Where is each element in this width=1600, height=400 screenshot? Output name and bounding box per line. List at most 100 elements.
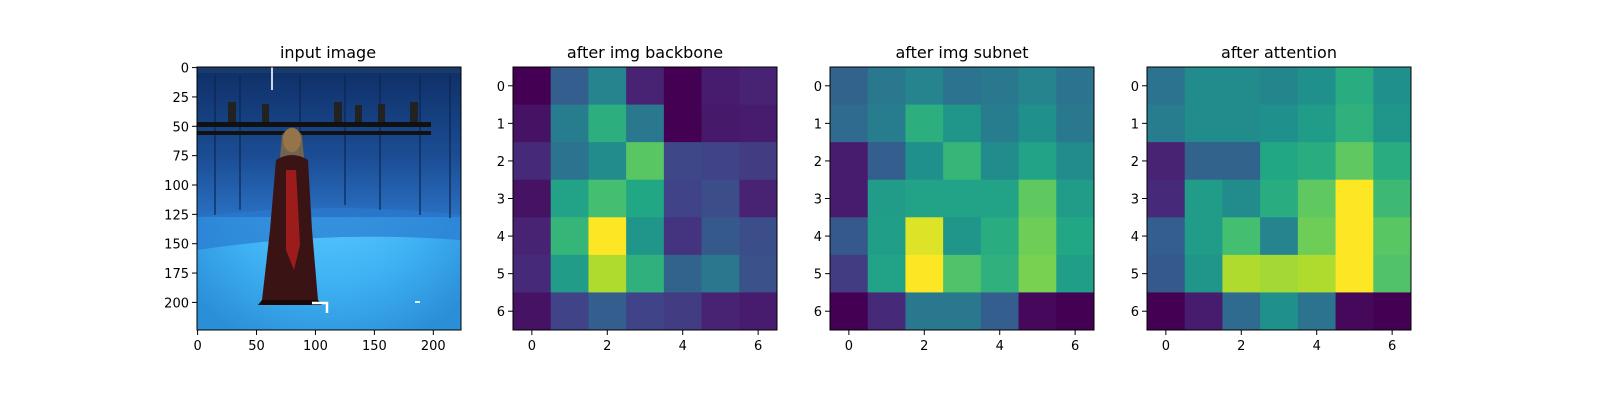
heatmap-cell xyxy=(550,104,589,143)
heatmap-cell xyxy=(739,254,778,293)
heatmap-cell xyxy=(550,179,589,218)
heatmap-cell xyxy=(663,67,703,106)
heatmap-cell xyxy=(1147,217,1186,256)
heatmap-cell xyxy=(513,254,552,293)
heatmap-cell xyxy=(1373,67,1412,106)
x-tick-label: 100 xyxy=(303,339,328,354)
y-tick-label: 0 xyxy=(814,80,822,95)
heatmap-cell xyxy=(663,254,703,293)
y-tick-label: 1 xyxy=(814,117,822,132)
heatmap-cell xyxy=(626,104,665,143)
heatmap-cell xyxy=(588,179,627,218)
heatmap-cell xyxy=(588,104,627,143)
x-tick-label: 4 xyxy=(679,339,687,354)
y-tick-label: 125 xyxy=(164,208,189,223)
heatmap-cell xyxy=(663,217,703,256)
y-tick-label: 5 xyxy=(497,268,505,283)
heatmap-cells xyxy=(513,67,778,331)
heatmap-cell xyxy=(867,142,906,181)
heatmap-cell xyxy=(701,254,740,293)
heatmap-cell xyxy=(830,179,869,218)
heatmap-cell xyxy=(1260,217,1299,256)
heatmap-cell xyxy=(701,292,740,331)
x-tick-label: 200 xyxy=(421,339,446,354)
heatmap-cell xyxy=(1147,142,1186,181)
heatmap-cell xyxy=(1335,142,1374,181)
heatmap-cell xyxy=(1184,179,1223,218)
y-tick-label: 3 xyxy=(1131,193,1139,208)
heatmap-cell xyxy=(943,179,982,218)
y-tick-label: 150 xyxy=(164,238,189,253)
heatmap-cell xyxy=(513,292,552,331)
heatmap-cell xyxy=(1335,292,1374,331)
axis-ticks: 0 50 100 150 200 0 25 50 75 100 125 150 175 200 xyxy=(164,62,446,354)
heatmap-cell xyxy=(739,142,778,181)
heatmap-cell xyxy=(867,67,906,106)
heatmap-cell xyxy=(1373,142,1412,181)
heatmap-cell xyxy=(550,142,589,181)
heatmap-cell xyxy=(1297,179,1337,218)
heatmap-cell xyxy=(943,292,982,331)
heatmap-cell xyxy=(943,217,982,256)
heatmap-cell xyxy=(1260,254,1299,293)
heatmap-cell xyxy=(1184,217,1223,256)
heatmap-cell xyxy=(513,217,552,256)
heatmap-cell xyxy=(1222,104,1261,143)
x-tick-label: 6 xyxy=(1071,339,1079,354)
heatmap-cell xyxy=(1056,104,1095,143)
y-tick-label: 50 xyxy=(172,120,189,135)
heatmap-cell xyxy=(1222,142,1261,181)
heatmap-cell xyxy=(830,292,869,331)
heatmap-cell xyxy=(830,142,869,181)
y-tick-label: 1 xyxy=(497,117,505,132)
heatmap-cell xyxy=(1018,104,1057,143)
heatmap-cell xyxy=(701,179,740,218)
y-tick-label: 4 xyxy=(814,230,822,245)
panel-title: input image xyxy=(280,43,376,62)
heatmap-cell xyxy=(1373,292,1412,331)
y-tick-label: 2 xyxy=(1131,155,1139,170)
axis-ticks: 0 2 4 6 0 1 2 3 4 5 6 xyxy=(1131,80,1397,354)
heatmap-cell xyxy=(830,104,869,143)
heatmap-cell xyxy=(626,217,665,256)
heatmap-cell xyxy=(1056,67,1095,106)
heatmap-cell xyxy=(905,254,944,293)
heatmap-cell xyxy=(1222,67,1261,106)
x-tick-label: 2 xyxy=(920,339,928,354)
heatmap-cell xyxy=(1297,104,1337,143)
heatmap-cell xyxy=(1335,179,1374,218)
y-tick-label: 3 xyxy=(814,193,822,208)
heatmap-cell xyxy=(1297,254,1337,293)
heatmap-cell xyxy=(980,179,1020,218)
axes-frame xyxy=(196,66,462,331)
x-tick-label: 4 xyxy=(1313,339,1321,354)
heatmap-cell xyxy=(513,142,552,181)
after-attention-panel: after attention 0 2 4 6 0 1 2 3 4 5 6 xyxy=(1131,43,1412,354)
y-tick-label: 6 xyxy=(497,305,505,320)
heatmap-cell xyxy=(905,104,944,143)
y-tick-label: 0 xyxy=(497,80,505,95)
y-tick-label: 25 xyxy=(172,91,189,106)
y-tick-label: 200 xyxy=(164,296,189,311)
heatmap-cell xyxy=(1184,292,1223,331)
heatmap-cell xyxy=(980,142,1020,181)
heatmap-cell xyxy=(626,179,665,218)
heatmap-cell xyxy=(905,292,944,331)
x-tick-label: 6 xyxy=(754,339,762,354)
heatmap-cell xyxy=(1056,292,1095,331)
heatmap-cell xyxy=(867,217,906,256)
y-tick-label: 2 xyxy=(814,155,822,170)
after-img-backbone-panel: after img backbone 0 2 4 6 0 1 2 3 4 5 6 xyxy=(497,43,778,354)
heatmap-cell xyxy=(830,254,869,293)
heatmap-cell xyxy=(1373,179,1412,218)
heatmap-cell xyxy=(1018,217,1057,256)
heatmap-cell xyxy=(1297,142,1337,181)
heatmap-cell xyxy=(550,67,589,106)
heatmap-cell xyxy=(701,142,740,181)
heatmap-cell xyxy=(588,142,627,181)
heatmap-cells xyxy=(1147,67,1412,331)
heatmap-cell xyxy=(513,179,552,218)
heatmap-cell xyxy=(701,217,740,256)
heatmap-cell xyxy=(867,179,906,218)
